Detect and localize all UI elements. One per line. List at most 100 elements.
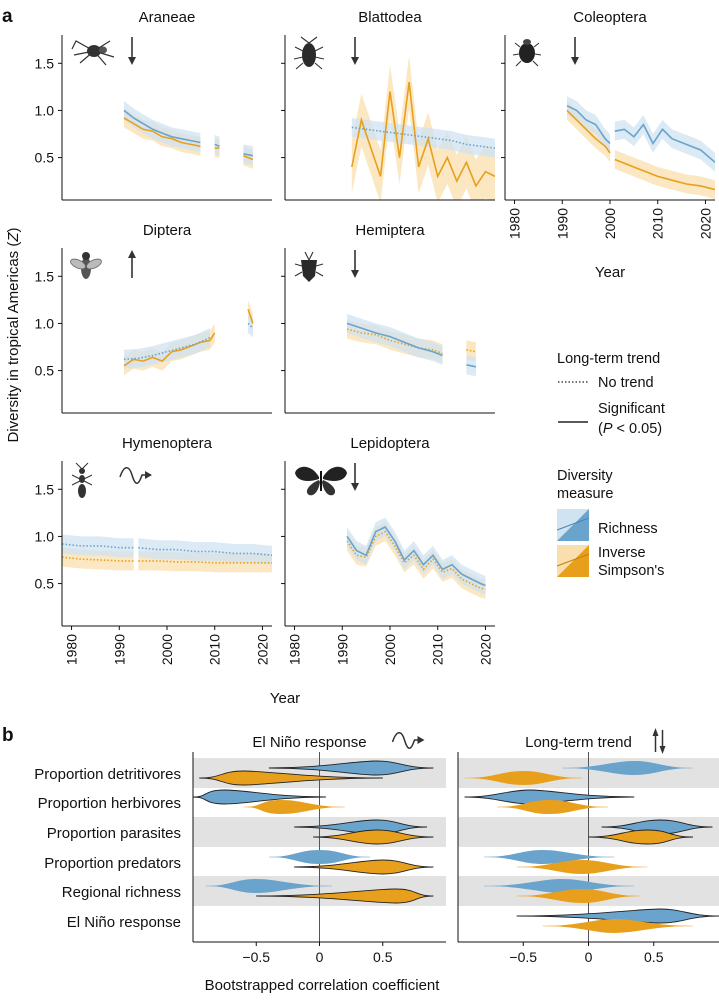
panel-b-long-term-trend-richness-proportion-herbivores-violin (464, 789, 635, 805)
panel-hymenoptera-richness-line-1 (138, 546, 272, 557)
panel-a-ylabel: Diversity in tropical Americas (Z) (5, 227, 22, 442)
panel-b-row-label-proportion-detritivores: Proportion detritivores (34, 766, 181, 783)
panel-coleoptera-inverse_simpson-line-0 (566, 109, 611, 154)
legend-no-trend-label: No trend (598, 375, 654, 391)
panel-b-row-label-regional-richness: Regional richness (62, 884, 181, 901)
panel-coleoptera-insect-icon-legs (512, 42, 542, 67)
panel-coleoptera-insect-icon-body (519, 43, 535, 63)
panel-b-long-term-trend-richness-proportion-predators-violin (484, 850, 615, 864)
panel-hymenoptera-trend-icon-wave (119, 467, 148, 484)
panel-b-el-ni-o-response-inverse_simpson-proportion-herbivores-violin (243, 800, 345, 814)
panel-coleoptera-insect-icon-head (523, 39, 531, 45)
panel-hymenoptera-ytick-label-2: 1.5 (35, 481, 55, 497)
panel-coleoptera-xtick-label-3: 2010 (650, 208, 666, 239)
legend-inverse-simpson-label-1: Inverse (598, 545, 646, 561)
panel-lepidoptera-insect-icon-body (320, 471, 322, 491)
panel-b-xlabel: Bootstrapped correlation coefficient (205, 977, 441, 994)
panel-coleoptera-xtick-label-2: 2000 (602, 208, 618, 239)
panel-araneae-ytick-label-1: 1.0 (35, 102, 55, 118)
panel-lepidoptera-xtick-label-2: 2000 (382, 634, 398, 665)
panel-lepidoptera-richness-line-0 (346, 525, 486, 587)
panel-b-long-term-trend-icon-up-head (652, 728, 659, 736)
panel-araneae-richness-line-0 (123, 109, 201, 144)
panel-diptera-ytick-label-2: 1.5 (35, 268, 55, 284)
panel-b-long-term-trend-inverse_simpson-proportion-predators-violin (516, 860, 648, 874)
panel-blattodea-trend-icon-head (351, 57, 359, 65)
panel-hymenoptera-plot-area (62, 534, 272, 573)
panel-araneae-inverse_simpson-line-2 (243, 154, 254, 161)
panel-b-el-ni-o-response-richness-proportion-predators-violin (268, 850, 371, 864)
panel-araneae-insect-icon (71, 40, 115, 66)
legend-measure-title-2: measure (557, 486, 613, 502)
panel-blattodea-title: Blattodea (358, 9, 422, 26)
panel-araneae-trend-icon-head (128, 57, 136, 65)
panel-hemiptera-plot-area (346, 314, 477, 377)
panel-b-el-ni-o-response-richness-proportion-parasites-violin (294, 819, 428, 835)
legend-measure-title-1: Diversity (557, 468, 613, 484)
panel-b-el-ni-o-response-xtick-label-2: 0.5 (373, 949, 393, 965)
panel-hymenoptera-insect-icon (71, 462, 93, 498)
legend-trend-title: Long-term trend (557, 351, 660, 367)
panel-b-el-ni-o-response-richness-proportion-detritivores-violin (268, 760, 434, 776)
panel-lepidoptera-insect-icon-wing-right-lower (322, 480, 336, 496)
panel-coleoptera-insect-icon (512, 39, 542, 67)
panel-hymenoptera-ytick-label-1: 1.0 (35, 528, 55, 544)
panel-b-long-term-trend-richness-proportion-detritivores-violin (562, 761, 693, 775)
panel-diptera-richness-band-0 (124, 328, 210, 369)
panel-b-el-ni-o-response-inverse_simpson-proportion-detritivores-violin (199, 770, 383, 786)
panel-blattodea: Blattodea (281, 9, 495, 201)
panel-hemiptera-richness-line-1 (466, 364, 477, 368)
panel-b-long-term-trend-xtick-label-0: −0.5 (509, 949, 537, 965)
legend-significant-label: Significant (598, 401, 665, 417)
panel-hymenoptera-ytick-label-0: 0.5 (35, 576, 55, 592)
panel-hemiptera-insect-icon-body (301, 260, 317, 282)
panel-b-el-ni-o-response-title: El Niño response (252, 734, 366, 751)
panel-hemiptera-richness-band-0 (347, 314, 443, 365)
panel-hemiptera-title: Hemiptera (355, 222, 425, 239)
panel-araneae-plot-area (123, 101, 254, 169)
panel-lepidoptera-plot-area (346, 517, 486, 599)
legend-richness-swatch (556, 509, 590, 541)
panel-lepidoptera-xtick-label-0: 1980 (287, 634, 303, 665)
panel-b-correlations: Proportion detritivores Proportion herbiv… (34, 728, 719, 965)
panel-araneae-ytick-label-0: 0.5 (35, 150, 55, 166)
panel-diptera: Diptera 0.5 1.0 1.5 (35, 222, 272, 414)
panel-lepidoptera: Lepidoptera 1980 1990 2000 2010 2020 (281, 435, 495, 665)
panel-lepidoptera-trend-icon-head (351, 483, 359, 491)
panel-hymenoptera-xtick-label-3: 2010 (207, 634, 223, 665)
panel-diptera-ytick-label-1: 1.0 (35, 315, 55, 331)
panel-hymenoptera-title: Hymenoptera (122, 435, 213, 452)
panel-blattodea-richness-band-0 (351, 118, 495, 158)
panel-coleoptera: Coleoptera 1980 1990 2000 2010 2020 (501, 9, 715, 239)
panel-b-row-label-proportion-predators: Proportion predators (44, 855, 181, 872)
panel-b-long-term-trend-title: Long-term trend (525, 734, 632, 751)
panel-b-el-ni-o-response-inverse_simpson-proportion-predators-violin (294, 859, 434, 875)
legend-inverse-simpson-label-2: Simpson's (598, 563, 664, 579)
panel-blattodea-insect-icon-legs (293, 36, 325, 70)
panel-a-letter: a (2, 6, 13, 27)
legend: Long-term trend No trend Significant (P … (556, 351, 665, 579)
panel-b-row-label-el-ni-o-response: El Niño response (67, 914, 181, 931)
panel-b-long-term-trend-inverse_simpson-regional-richness-violin (516, 889, 641, 903)
panel-b-long-term-trend-inverse_simpson-proportion-parasites-violin (588, 829, 693, 845)
panel-coleoptera-plot-area (566, 96, 715, 200)
panel-coleoptera-xtick-label-1: 1990 (554, 208, 570, 239)
panel-b-long-term-trend-icon-down-head (659, 746, 666, 754)
panel-coleoptera-richness-line-0 (566, 104, 611, 144)
panel-coleoptera-title: Coleoptera (573, 9, 647, 26)
legend-inverse-simpson-swatch (556, 545, 590, 577)
panel-coleoptera-xtick-label-4: 2020 (697, 208, 713, 239)
panel-hymenoptera-insect-icon-legs (71, 462, 93, 486)
panel-blattodea-insect-icon (293, 36, 325, 70)
panel-hymenoptera-inverse_simpson-line-1 (138, 560, 272, 564)
panel-araneae-richness-line-2 (243, 153, 254, 157)
panel-coleoptera-trend-icon-head (571, 57, 579, 65)
panel-diptera-insect-icon-head (82, 252, 90, 260)
legend-richness-label: Richness (598, 521, 658, 537)
panel-b-el-ni-o-response-richness-proportion-herbivores-violin (192, 789, 326, 805)
panel-b-long-term-trend-inverse_simpson-proportion-herbivores-violin (497, 800, 609, 814)
panel-b-el-ni-o-response-xtick-label-0: −0.5 (242, 949, 270, 965)
panel-b-row-label-proportion-parasites: Proportion parasites (47, 825, 181, 842)
panel-b-el-ni-o-response-icon-wave (391, 732, 421, 749)
panel-diptera-richness-line-1 (247, 322, 254, 329)
